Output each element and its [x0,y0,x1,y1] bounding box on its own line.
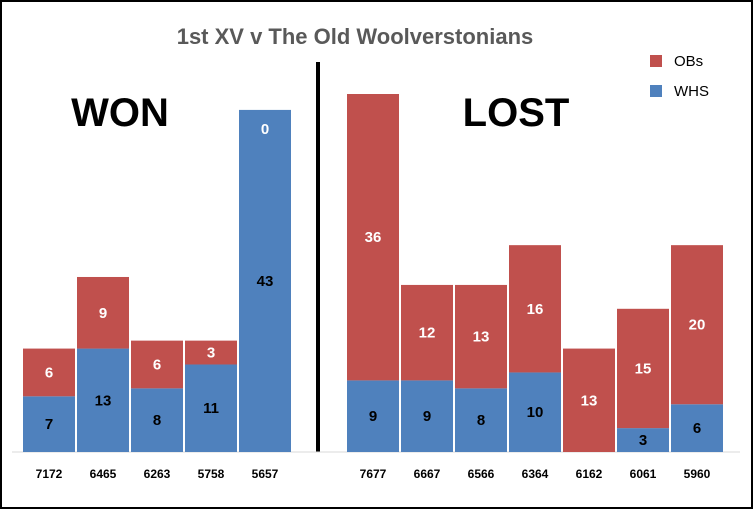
data-label-whs-7677: 9 [369,408,377,425]
data-label-obs-6667: 12 [419,325,436,342]
data-label-obs-7172: 6 [45,364,53,381]
bars-layer: 7671721396465866263113575843056579367677… [23,94,723,481]
bar-whs-6364 [509,372,561,452]
data-label-whs-6364: 10 [527,404,544,421]
chart-title: 1st XV v The Old Woolverstonians [177,24,534,49]
legend: OBs WHS [650,53,709,100]
x-tick-label: 7172 [36,467,63,481]
data-label-obs-7677: 36 [365,229,382,246]
data-label-whs-5960: 6 [693,420,701,437]
x-tick-label: 6263 [144,467,171,481]
data-label-obs-6364: 16 [527,301,544,318]
data-label-whs-6667: 9 [423,408,431,425]
bar-obs-6566 [455,284,507,389]
data-label-whs-6061: 3 [639,432,647,449]
x-tick-label: 5758 [198,467,225,481]
data-label-whs-5758: 11 [203,400,219,417]
group-label-lost: LOST [463,91,570,135]
bar-obs-5758 [185,340,237,365]
data-label-obs-5657: 0 [261,121,269,138]
bar-obs-6465 [77,276,129,349]
bar-obs-6263 [131,340,183,389]
bar-obs-7172 [23,348,75,397]
data-label-whs-6263: 8 [153,412,161,429]
data-label-obs-5960: 20 [689,317,706,334]
bar-whs-6061 [617,428,669,452]
bar-obs-6364 [509,245,561,373]
bar-whs-7677 [347,380,399,452]
data-label-obs-5758: 3 [207,345,215,362]
data-label-obs-6263: 6 [153,356,161,373]
x-tick-label: 5657 [252,467,279,481]
bar-whs-7172 [23,396,75,452]
bar-whs-6667 [401,380,453,452]
bar-obs-6162 [563,348,615,452]
x-tick-label: 6061 [630,467,657,481]
x-tick-label: 5960 [684,467,711,481]
bar-obs-6061 [617,308,669,429]
legend-swatch-whs [650,85,662,97]
bar-whs-5758 [185,364,237,452]
data-label-obs-6061: 15 [635,360,652,377]
group-label-won: WON [71,91,169,135]
x-tick-label: 6162 [576,467,603,481]
bar-whs-6465 [77,348,129,452]
data-label-whs-5657: 43 [257,273,274,290]
data-label-obs-6162: 13 [581,392,598,409]
x-tick-label: 6667 [414,467,441,481]
bar-obs-7677 [347,94,399,381]
x-tick-label: 7677 [360,467,387,481]
x-tick-label: 6364 [522,467,549,481]
bar-obs-5960 [671,245,723,405]
data-label-whs-6465: 13 [95,392,112,409]
bar-whs-6566 [455,388,507,452]
data-label-whs-6566: 8 [477,412,485,429]
data-label-whs-7172: 7 [45,416,53,433]
x-tick-label: 6566 [468,467,495,481]
legend-label-obs: OBs [674,53,703,70]
legend-label-whs: WHS [674,83,709,100]
bar-whs-5960 [671,404,723,452]
data-label-obs-6566: 13 [473,329,490,346]
legend-swatch-obs [650,55,662,67]
bar-whs-6263 [131,388,183,452]
bar-whs-5657 [239,109,291,453]
x-tick-label: 6465 [90,467,117,481]
bar-obs-6667 [401,284,453,381]
data-label-obs-6465: 9 [99,305,107,322]
